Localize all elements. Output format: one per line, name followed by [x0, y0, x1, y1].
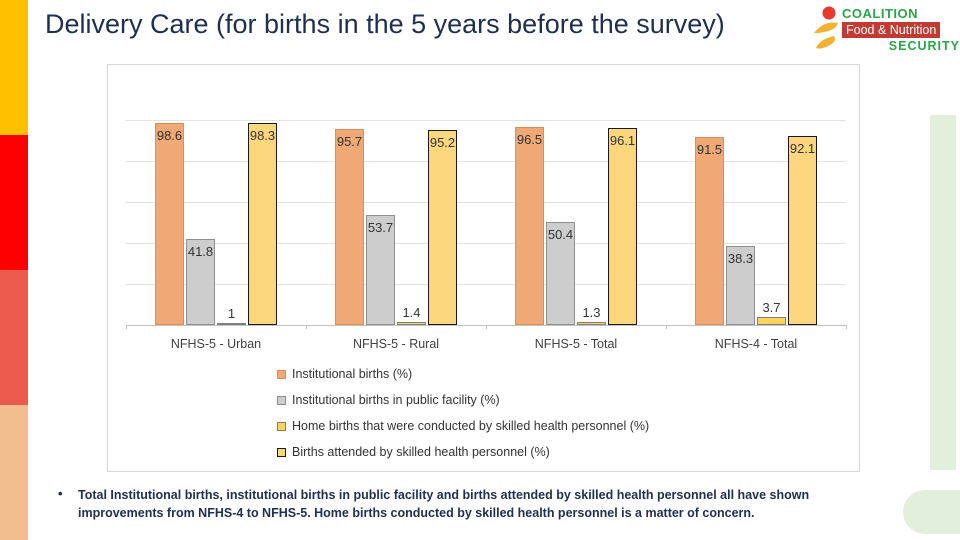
- x-axis-label-2: NFHS-5 - Rural: [352, 337, 440, 351]
- data-label-series3-cat3: 1.3: [582, 305, 601, 321]
- left-strip-block-2: [0, 135, 28, 270]
- left-strip-block-1: [0, 0, 28, 135]
- x-axis-tick: [846, 325, 847, 329]
- legend-swatch-3: [277, 422, 286, 431]
- left-strip-block-4: [0, 405, 28, 540]
- legend-swatch-4: [277, 448, 286, 457]
- delivery-care-chart: 98.6 41.8 1 98.3 NFHS-5 - Urban 95.7 53.7 1.4 95…: [107, 64, 860, 472]
- logo-coalition-text: COALITION: [842, 6, 918, 21]
- logo-text: COALITION Food & Nutrition SECURITY: [842, 6, 960, 53]
- x-axis-label-1: NFHS-5 - Urban: [170, 337, 262, 351]
- left-accent-strip: [0, 0, 28, 540]
- gridline-80: [126, 161, 846, 162]
- bar-series2-cat1: [186, 239, 215, 325]
- x-axis-tick: [666, 325, 667, 329]
- bar-series1-cat1: [155, 122, 184, 325]
- bar-series3-cat4: [757, 317, 786, 325]
- summary-note-text: Total Institutional births, institutiona…: [78, 488, 810, 520]
- bar-series4-cat1: [248, 123, 277, 325]
- gridline-100: [126, 120, 846, 121]
- legend-item-1: Institutional births (%): [277, 367, 412, 381]
- bar-series1-cat2: [335, 128, 364, 325]
- data-label-series2-cat3: 50.4: [547, 226, 574, 242]
- data-label-series1-cat3: 96.5: [516, 132, 543, 148]
- data-label-series1-cat1: 98.6: [156, 127, 183, 143]
- legend-label-3: Home births that were conducted by skill…: [292, 419, 650, 433]
- legend-item-2: Institutional births in public facility …: [277, 393, 500, 407]
- x-axis-tick: [486, 325, 487, 329]
- legend-swatch-2: [277, 396, 286, 405]
- legend-swatch-1: [277, 370, 286, 379]
- gridline-40: [126, 243, 846, 244]
- data-label-series2-cat2: 53.7: [367, 219, 394, 235]
- data-label-series3-cat2: 1.4: [402, 305, 421, 321]
- data-label-series3-cat1: 1: [227, 305, 236, 321]
- page-title: Delivery Care (for births in the 5 years…: [45, 9, 725, 39]
- data-label-series4-cat1: 98.3: [249, 128, 276, 144]
- coalition-logo: COALITION Food & Nutrition SECURITY: [812, 4, 960, 54]
- legend-label-4: Births attended by skilled health person…: [292, 445, 550, 459]
- legend-item-3: Home births that were conducted by skill…: [277, 419, 649, 433]
- x-axis-label-4: NFHS-4 - Total: [714, 337, 798, 351]
- bar-series3-cat1: [217, 322, 246, 325]
- logo-person-icon: [814, 6, 838, 49]
- x-axis-label-3: NFHS-5 - Total: [534, 337, 618, 351]
- data-label-series2-cat1: 41.8: [187, 244, 214, 260]
- gridline-60: [126, 202, 846, 203]
- bar-series3-cat2: [397, 322, 426, 325]
- legend-item-4: Births attended by skilled health person…: [277, 445, 550, 459]
- right-accent-pill: [903, 490, 960, 534]
- logo-food-nutrition-text: Food & Nutrition: [842, 22, 941, 38]
- data-label-series2-cat4: 38.3: [727, 251, 754, 267]
- x-axis-tick: [126, 325, 127, 329]
- legend-label-1: Institutional births (%): [292, 367, 413, 381]
- bullet-marker: •: [58, 486, 63, 501]
- bar-series4-cat3: [608, 127, 637, 325]
- data-label-series3-cat4: 3.7: [762, 300, 781, 316]
- gridline-20: [126, 284, 846, 285]
- bar-series4-cat2: [428, 129, 457, 325]
- legend-label-2: Institutional births in public facility …: [292, 393, 500, 407]
- right-accent-bar: [930, 115, 956, 470]
- bar-series1-cat4: [695, 137, 724, 325]
- x-axis-tick: [306, 325, 307, 329]
- data-label-series4-cat4: 92.1: [789, 141, 816, 157]
- data-label-series1-cat2: 95.7: [336, 133, 363, 149]
- data-label-series4-cat3: 96.1: [609, 132, 636, 148]
- bar-series3-cat3: [577, 322, 606, 325]
- left-strip-block-3: [0, 270, 28, 405]
- bar-series2-cat2: [366, 214, 395, 325]
- bar-series2-cat3: [546, 221, 575, 325]
- bar-series1-cat3: [515, 127, 544, 325]
- bar-series4-cat4: [788, 136, 817, 325]
- logo-security-text: SECURITY: [888, 39, 960, 53]
- data-label-series4-cat2: 95.2: [429, 134, 456, 150]
- data-label-series1-cat4: 91.5: [696, 142, 723, 158]
- bar-series2-cat4: [726, 246, 755, 325]
